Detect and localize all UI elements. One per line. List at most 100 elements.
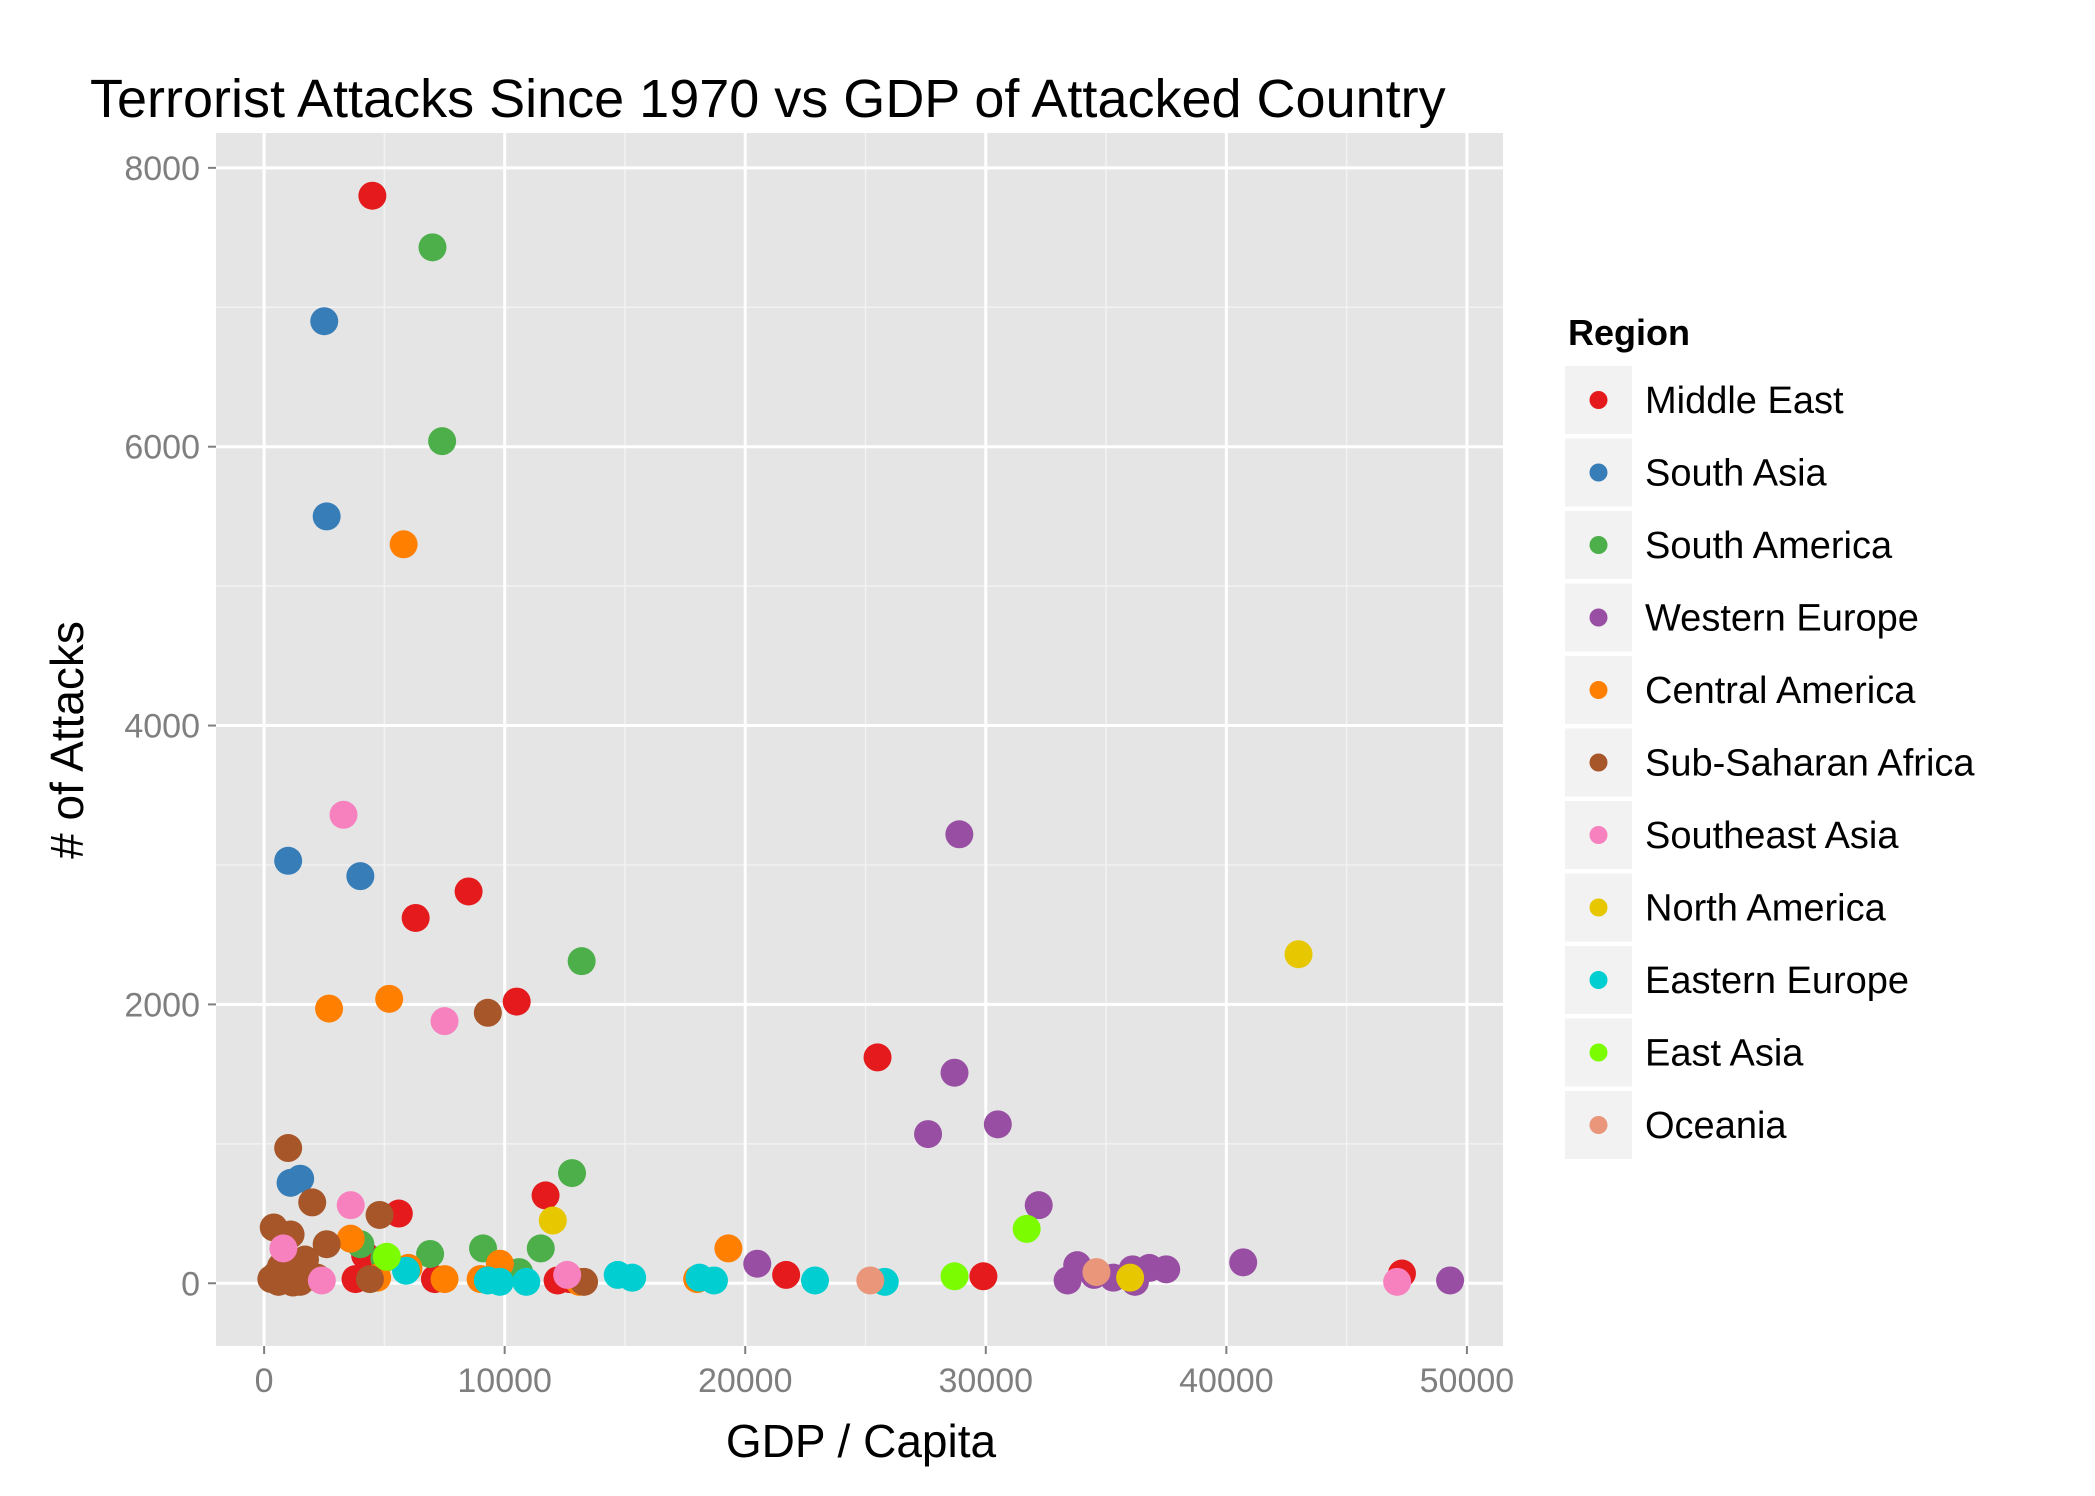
point-eastern-europe — [485, 1267, 514, 1296]
legend-label-sub-saharan-africa: Sub-Saharan Africa — [1645, 743, 1975, 785]
point-sub-saharan-africa — [355, 1265, 384, 1294]
legend-label-north-america: North America — [1645, 888, 1887, 930]
point-western-europe — [1024, 1191, 1053, 1220]
point-southeast-asia — [269, 1234, 298, 1263]
point-western-europe — [983, 1110, 1012, 1139]
legend-marker-western-europe — [1589, 608, 1608, 627]
legend-marker-central-america — [1589, 681, 1608, 699]
point-south-america — [567, 947, 596, 976]
point-sub-saharan-africa — [257, 1265, 286, 1294]
point-south-america — [558, 1159, 587, 1188]
legend-item-central-america: Central America — [1565, 656, 1916, 724]
legend: Region Middle East South Asia South Americ… — [1565, 312, 1975, 1159]
legend-marker-southeast-asia — [1589, 826, 1608, 844]
point-southeast-asia — [1383, 1267, 1412, 1296]
point-central-america — [714, 1234, 743, 1263]
legend-item-south-america: South America — [1565, 511, 1893, 579]
grid-minor — [216, 133, 1503, 1346]
point-middle-east — [531, 1181, 560, 1210]
x-tick-label: 50000 — [1420, 1362, 1515, 1400]
y-tick-label: 2000 — [124, 986, 200, 1024]
point-western-europe — [1436, 1266, 1465, 1295]
legend-label-western-europe: Western Europe — [1645, 598, 1919, 640]
legend-item-western-europe: Western Europe — [1565, 583, 1919, 652]
point-southeast-asia — [329, 800, 358, 829]
point-central-america — [430, 1265, 459, 1294]
legend-marker-south-america — [1589, 536, 1608, 554]
data-points — [257, 181, 1465, 1297]
point-western-europe — [743, 1249, 772, 1278]
legend-items: Middle East South Asia South America Wester… — [1565, 366, 1975, 1159]
legend-label-central-america: Central America — [1645, 670, 1916, 712]
legend-marker-north-america — [1589, 898, 1608, 917]
legend-title: Region — [1568, 312, 1690, 353]
point-south-asia — [312, 502, 341, 531]
x-axis-label: GDP / Capita — [726, 1415, 997, 1467]
point-southeast-asia — [553, 1260, 582, 1289]
legend-item-sub-saharan-africa: Sub-Saharan Africa — [1565, 728, 1975, 797]
point-central-america — [389, 530, 418, 559]
point-south-asia — [346, 862, 375, 891]
point-middle-east — [502, 987, 531, 1016]
x-tick-label: 20000 — [698, 1362, 793, 1400]
point-western-europe — [1152, 1255, 1181, 1284]
y-tick-label: 0 — [181, 1265, 200, 1303]
legend-item-southeast-asia: Southeast Asia — [1565, 801, 1899, 869]
point-western-europe — [914, 1120, 943, 1149]
point-north-america — [1116, 1263, 1145, 1292]
point-middle-east — [401, 903, 430, 932]
legend-label-south-asia: South Asia — [1645, 453, 1828, 495]
x-tick-label: 10000 — [457, 1362, 552, 1400]
legend-marker-eastern-europe — [1589, 971, 1608, 989]
legend-item-oceania: Oceania — [1565, 1091, 1787, 1159]
legend-label-eastern-europe: Eastern Europe — [1645, 960, 1909, 1002]
point-middle-east — [863, 1043, 892, 1072]
point-south-asia — [274, 846, 303, 875]
point-oceania — [856, 1266, 885, 1295]
point-sub-saharan-africa — [473, 998, 502, 1027]
y-axis-label: # of Attacks — [41, 621, 93, 859]
legend-label-south-america: South America — [1645, 525, 1893, 567]
legend-marker-middle-east — [1589, 391, 1608, 409]
point-south-asia — [310, 307, 339, 336]
x-axis: 0 10000 20000 30000 40000 50000 — [255, 1346, 1515, 1400]
legend-marker-east-asia — [1589, 1043, 1608, 1062]
chart-title: Terrorist Attacks Since 1970 vs GDP of A… — [90, 69, 1446, 129]
x-tick-label: 0 — [255, 1362, 274, 1400]
point-sub-saharan-africa — [298, 1188, 327, 1217]
x-tick-label: 30000 — [939, 1362, 1034, 1400]
point-east-asia — [372, 1242, 401, 1271]
y-tick-label: 6000 — [124, 429, 200, 467]
point-south-america — [418, 233, 447, 262]
y-tick-label: 4000 — [124, 708, 200, 746]
point-eastern-europe — [800, 1266, 829, 1295]
point-east-asia — [1012, 1214, 1041, 1243]
point-middle-east — [772, 1260, 801, 1289]
point-middle-east — [969, 1262, 998, 1291]
point-western-europe — [940, 1058, 969, 1087]
point-southeast-asia — [307, 1266, 336, 1295]
point-central-america — [336, 1224, 365, 1253]
legend-item-north-america: North America — [1565, 873, 1887, 942]
point-north-america — [538, 1206, 567, 1235]
legend-label-southeast-asia: Southeast Asia — [1645, 815, 1899, 857]
point-western-europe — [1053, 1266, 1082, 1295]
point-western-europe — [945, 820, 974, 849]
point-oceania — [1082, 1258, 1111, 1287]
point-western-europe — [1229, 1248, 1258, 1277]
legend-label-middle-east: Middle East — [1645, 380, 1844, 422]
x-tick-label: 40000 — [1179, 1362, 1274, 1400]
point-north-america — [1284, 940, 1313, 969]
y-axis: 0 2000 4000 6000 8000 — [124, 150, 216, 1303]
legend-item-south-asia: South Asia — [1565, 438, 1828, 507]
y-tick-label: 8000 — [124, 150, 200, 188]
point-southeast-asia — [430, 1007, 459, 1036]
point-middle-east — [454, 877, 483, 906]
point-south-america — [428, 427, 457, 456]
point-south-asia — [286, 1164, 315, 1193]
point-south-america — [416, 1239, 445, 1268]
point-south-america — [526, 1234, 555, 1263]
point-east-asia — [940, 1262, 969, 1291]
